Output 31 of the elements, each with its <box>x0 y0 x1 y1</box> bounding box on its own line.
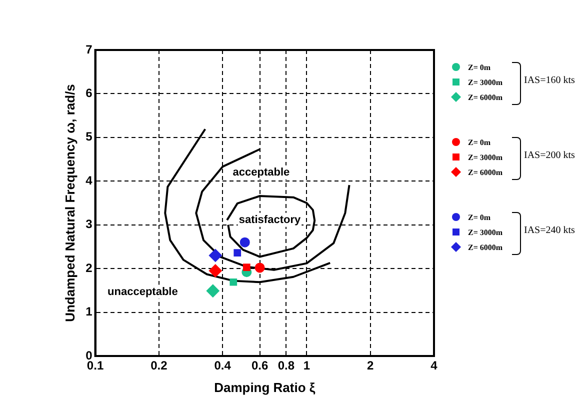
legend-label: Z= 3000m <box>468 78 503 87</box>
x-tick-label: 4 <box>430 358 438 373</box>
legend-label: Z= 6000m <box>467 92 504 104</box>
legend-label: Z= 0m <box>467 212 492 224</box>
legend-label: Z= 0m <box>467 62 492 74</box>
legend-label: Z= 6000m <box>467 242 504 254</box>
x-tick-label: 0.8 <box>278 358 295 373</box>
legend-label: Z= 3000m <box>468 153 503 162</box>
x-axis-title: Damping Ratio ξ <box>214 380 316 395</box>
y-tick-label: 7 <box>86 42 93 56</box>
x-tick-label: 1 <box>303 358 310 373</box>
x-tick-label: 0.6 <box>251 358 268 373</box>
x-tick-label: 0.4 <box>214 358 232 373</box>
legend-label: Z= 0m <box>467 137 492 149</box>
y-axis-title: Undamped Natural Frequency ω, rad/s <box>62 84 78 322</box>
annotation: acceptable <box>232 166 290 178</box>
y-tick-label: 2 <box>86 260 93 275</box>
annotation: satisfactory <box>238 214 302 226</box>
y-tick-label: 1 <box>86 304 93 319</box>
text: IAS=240 kts <box>524 225 575 236</box>
y-tick-label: 6 <box>86 86 93 100</box>
y-tick-label: 4 <box>86 173 93 188</box>
legend-label: Z= 6000m <box>467 167 504 179</box>
text: IAS=200 kts <box>524 150 575 161</box>
y-tick-label: 3 <box>86 217 93 232</box>
x-tick-label: 2 <box>367 358 374 373</box>
y-tick-label: 5 <box>86 130 93 144</box>
x-tick-label: 0.2 <box>150 358 168 373</box>
text: IAS=160 kts <box>524 75 575 86</box>
annotation: unacceptable <box>108 286 178 298</box>
legend-label: Z= 3000m <box>468 228 503 237</box>
